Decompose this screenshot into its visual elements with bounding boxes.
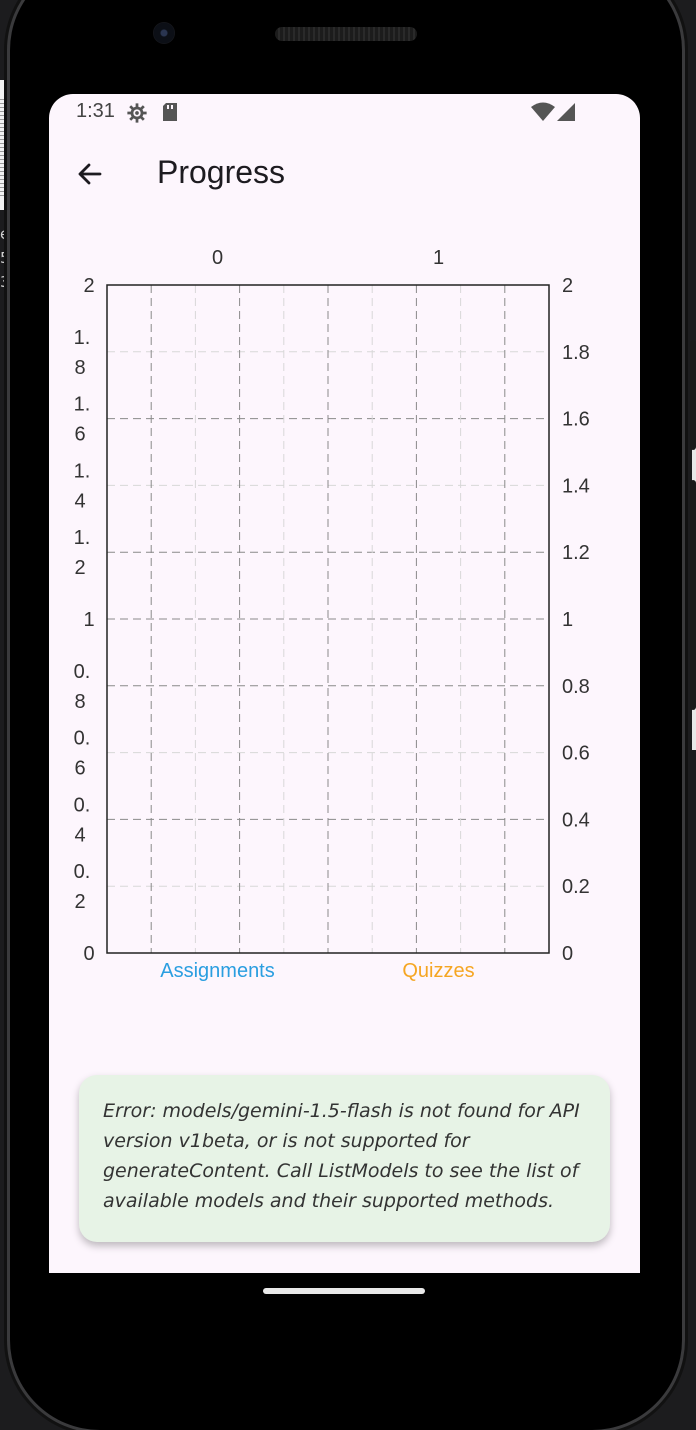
y-tick-label-left: 4	[74, 824, 85, 846]
y-tick-label-left: 1.	[74, 327, 91, 349]
y-tick-label-left: 1.	[74, 527, 91, 549]
y-tick-label-left: 0	[83, 943, 94, 965]
y-tick-label-left: 4	[74, 490, 85, 512]
y-tick-label-left: 1.	[74, 460, 91, 482]
arrow-left-icon	[78, 163, 102, 185]
y-tick-label-left: 1.	[74, 394, 91, 416]
wifi-icon	[531, 102, 555, 126]
status-time: 1:31	[76, 100, 115, 122]
y-tick-label-left: 2	[83, 275, 94, 297]
background-document-lines	[0, 96, 12, 196]
home-indicator[interactable]	[263, 1288, 425, 1294]
y-tick-label-right: 0.4	[562, 809, 590, 831]
y-tick-label-left: 2	[74, 557, 85, 579]
y-tick-label-right: 1.6	[562, 409, 590, 431]
y-tick-label-left: 1	[83, 609, 94, 631]
y-tick-label-left: 2	[74, 891, 85, 913]
y-tick-label-right: 2	[562, 275, 573, 297]
progress-chart: Assignments0Quizzes121.81.61.41.210.80.6…	[74, 247, 590, 982]
y-tick-label-left: 0.	[74, 728, 91, 750]
power-button	[690, 340, 696, 450]
y-tick-label-right: 1.2	[562, 542, 590, 564]
app-screen: 1:31	[49, 94, 640, 1273]
status-bar: 1:31	[49, 94, 640, 130]
page-title: Progress	[157, 154, 286, 190]
back-button[interactable]	[69, 152, 113, 196]
y-tick-label-left: 8	[74, 691, 85, 713]
y-tick-label-left: 0.	[74, 661, 91, 683]
y-tick-label-left: 0.	[74, 794, 91, 816]
y-tick-label-right: 0.2	[562, 876, 590, 898]
y-tick-label-left: 6	[74, 424, 85, 446]
sd-card-icon	[161, 102, 179, 126]
volume-button	[690, 480, 696, 710]
y-tick-label-right: 1.4	[562, 475, 590, 497]
front-camera	[153, 22, 175, 44]
y-tick-label-left: 0.	[74, 861, 91, 883]
top-axis-tick-label: 1	[433, 247, 444, 269]
y-tick-label-left: 6	[74, 758, 85, 780]
settings-gear-icon	[126, 102, 148, 128]
y-tick-label-left: 8	[74, 357, 85, 379]
y-tick-label-right: 0.6	[562, 743, 590, 765]
app-bar: Progress	[49, 134, 640, 210]
plot-border	[106, 284, 550, 954]
x-tick-label: Assignments	[160, 960, 275, 982]
y-tick-label-right: 1.8	[562, 342, 590, 364]
top-axis-tick-label: 0	[212, 247, 223, 269]
earpiece-speaker	[275, 27, 417, 41]
y-tick-label-right: 1	[562, 609, 573, 631]
y-tick-label-right: 0.8	[562, 676, 590, 698]
cell-signal-icon	[556, 102, 576, 126]
error-message: Error: models/gemini-1.5-flash is not fo…	[103, 1100, 580, 1212]
y-tick-label-right: 0	[562, 943, 573, 965]
x-tick-label: Quizzes	[402, 960, 474, 982]
error-card: Error: models/gemini-1.5-flash is not fo…	[79, 1075, 610, 1242]
